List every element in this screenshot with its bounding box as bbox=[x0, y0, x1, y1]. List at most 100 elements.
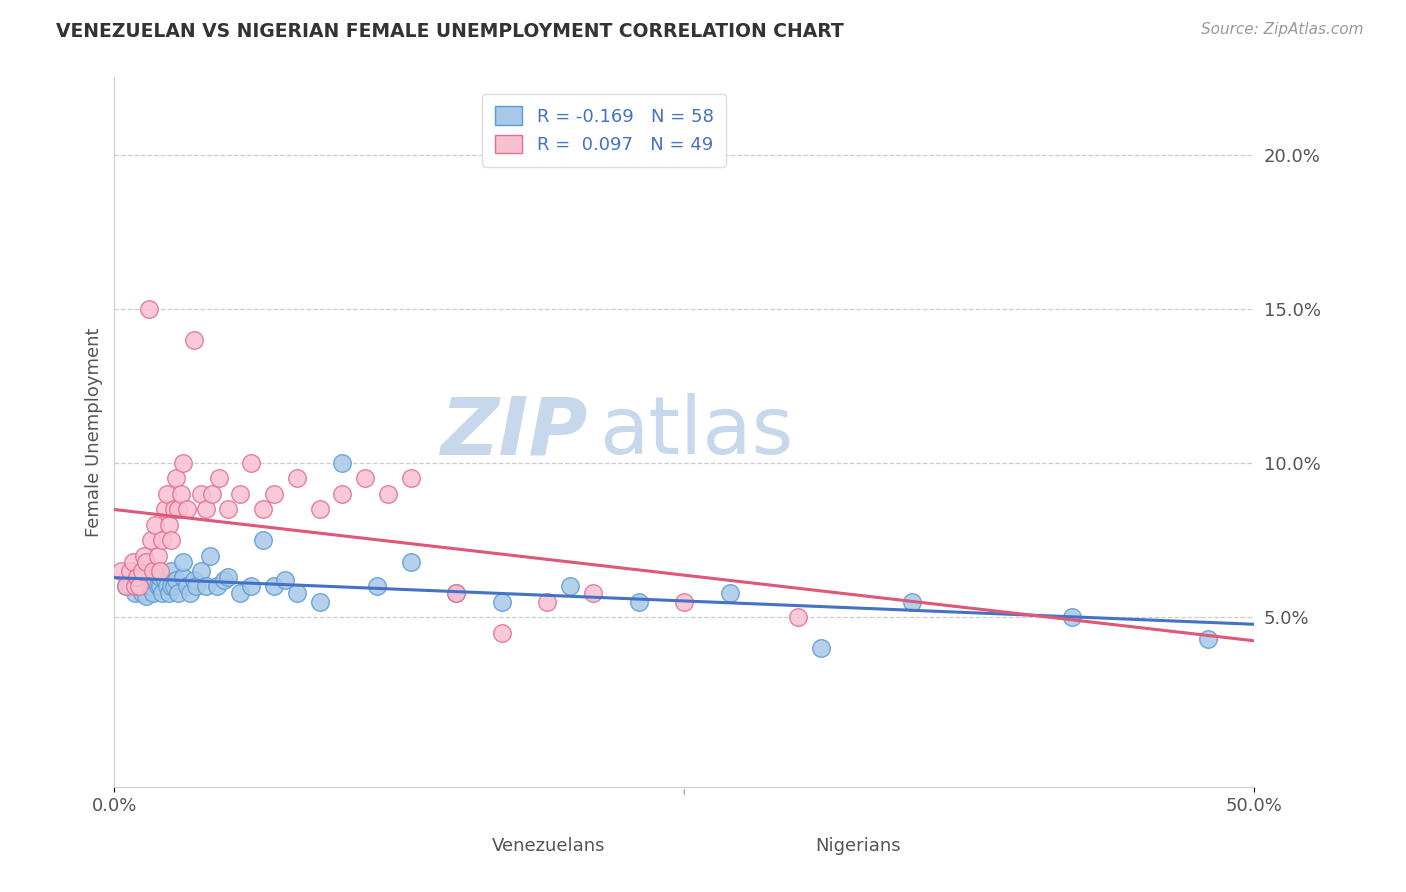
Point bbox=[491, 625, 513, 640]
Y-axis label: Female Unemployment: Female Unemployment bbox=[86, 327, 103, 537]
Point bbox=[285, 585, 308, 599]
Point bbox=[190, 564, 212, 578]
Point bbox=[229, 487, 252, 501]
Point bbox=[165, 471, 187, 485]
Point bbox=[810, 641, 832, 656]
Point bbox=[120, 579, 142, 593]
Point bbox=[167, 502, 190, 516]
Point bbox=[190, 487, 212, 501]
Point bbox=[145, 517, 167, 532]
Point bbox=[186, 579, 208, 593]
Point bbox=[308, 502, 330, 516]
Point bbox=[183, 573, 205, 587]
Point bbox=[560, 579, 582, 593]
Text: Source: ZipAtlas.com: Source: ZipAtlas.com bbox=[1201, 22, 1364, 37]
Point bbox=[176, 579, 198, 593]
Point bbox=[120, 564, 142, 578]
Point bbox=[167, 585, 190, 599]
Point bbox=[160, 579, 183, 593]
Legend: R = -0.169   N = 58, R =  0.097   N = 49: R = -0.169 N = 58, R = 0.097 N = 49 bbox=[482, 94, 725, 167]
Point bbox=[274, 573, 297, 587]
Point bbox=[121, 555, 143, 569]
Point bbox=[285, 471, 308, 485]
Point bbox=[172, 555, 194, 569]
Point bbox=[354, 471, 377, 485]
Point bbox=[138, 301, 160, 316]
Point bbox=[146, 579, 169, 593]
Point bbox=[1197, 632, 1219, 646]
Point bbox=[114, 579, 136, 593]
Point bbox=[139, 579, 162, 593]
Point bbox=[252, 533, 274, 547]
Point bbox=[240, 579, 263, 593]
Point bbox=[138, 579, 160, 593]
Point bbox=[169, 487, 191, 501]
Point bbox=[153, 502, 176, 516]
Point bbox=[135, 555, 157, 569]
Point bbox=[377, 487, 399, 501]
Text: ZIP: ZIP bbox=[440, 393, 588, 471]
Point bbox=[263, 579, 285, 593]
Point bbox=[194, 579, 217, 593]
Point bbox=[163, 579, 186, 593]
Point bbox=[114, 579, 136, 593]
Point bbox=[146, 549, 169, 563]
Point bbox=[582, 585, 605, 599]
Point bbox=[160, 564, 183, 578]
Point bbox=[217, 502, 239, 516]
Point bbox=[149, 579, 172, 593]
Point bbox=[127, 570, 149, 584]
Point bbox=[172, 456, 194, 470]
Point bbox=[183, 333, 205, 347]
Point bbox=[491, 595, 513, 609]
Point bbox=[536, 595, 558, 609]
Point bbox=[627, 595, 650, 609]
Point bbox=[142, 564, 165, 578]
Point bbox=[330, 456, 353, 470]
Point bbox=[150, 533, 173, 547]
Point bbox=[201, 487, 224, 501]
Point bbox=[149, 564, 172, 578]
Point bbox=[132, 549, 155, 563]
Point bbox=[138, 570, 160, 584]
Point bbox=[128, 570, 150, 584]
Point bbox=[127, 573, 149, 587]
Point bbox=[1060, 610, 1083, 624]
Point bbox=[145, 573, 167, 587]
Point bbox=[240, 456, 263, 470]
Point bbox=[156, 579, 179, 593]
Point bbox=[366, 579, 388, 593]
Point bbox=[176, 502, 198, 516]
Point bbox=[157, 585, 180, 599]
Point bbox=[172, 570, 194, 584]
Point bbox=[308, 595, 330, 609]
Point bbox=[110, 564, 132, 578]
Point bbox=[132, 579, 155, 593]
Point bbox=[229, 585, 252, 599]
Point bbox=[205, 579, 228, 593]
Point bbox=[399, 555, 422, 569]
Point bbox=[160, 533, 183, 547]
Text: Nigerians: Nigerians bbox=[815, 837, 900, 855]
Point bbox=[330, 487, 353, 501]
Point bbox=[139, 533, 162, 547]
Point bbox=[124, 585, 146, 599]
Point bbox=[131, 564, 153, 578]
Point bbox=[153, 573, 176, 587]
Point bbox=[212, 573, 235, 587]
Point bbox=[446, 585, 468, 599]
Point bbox=[149, 570, 172, 584]
Point bbox=[208, 471, 231, 485]
Point bbox=[163, 502, 186, 516]
Point bbox=[252, 502, 274, 516]
Point bbox=[198, 549, 221, 563]
Point bbox=[157, 517, 180, 532]
Point bbox=[787, 610, 810, 624]
Point bbox=[263, 487, 285, 501]
Point bbox=[194, 502, 217, 516]
Point bbox=[150, 585, 173, 599]
Point bbox=[901, 595, 924, 609]
Point bbox=[217, 570, 239, 584]
Point bbox=[121, 564, 143, 578]
Point bbox=[156, 487, 179, 501]
